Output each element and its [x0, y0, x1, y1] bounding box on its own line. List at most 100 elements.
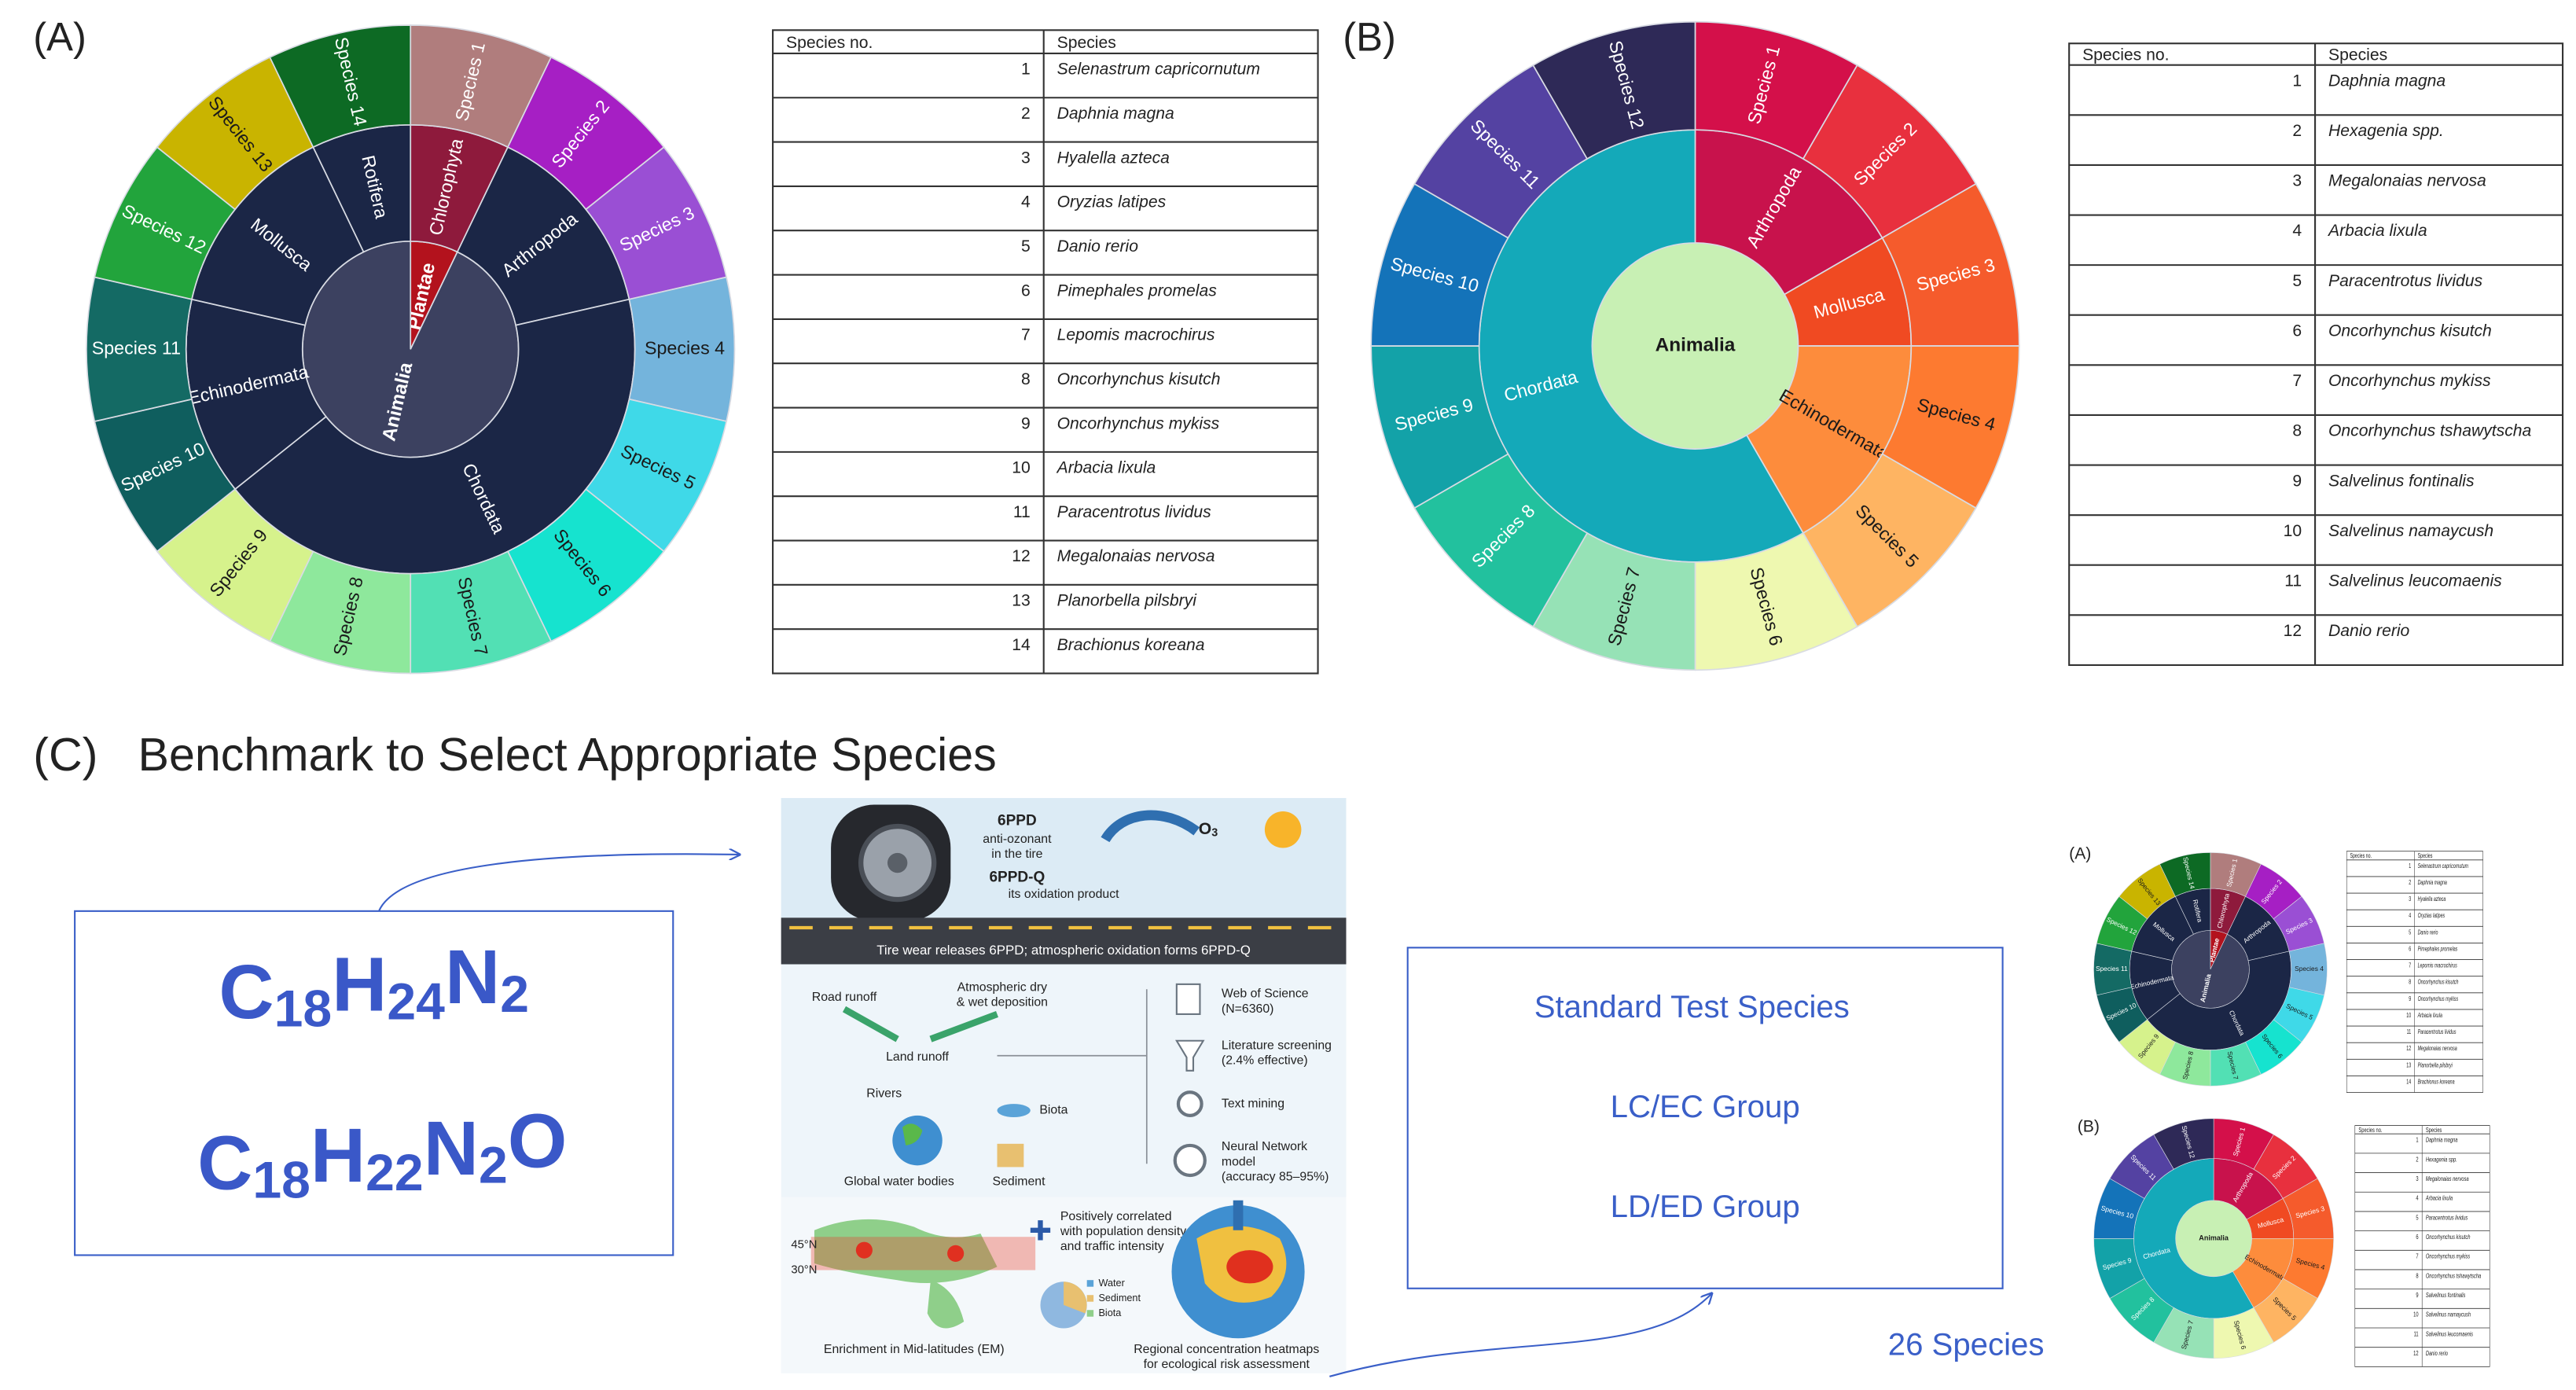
- table-cell: Hyalella azteca: [1057, 149, 1170, 167]
- thumbnail-table-a: Species no. Species 1 Selenastrum capricorn…: [2346, 851, 2483, 1093]
- arrow: [378, 854, 740, 912]
- table-cell: 11: [2284, 572, 2302, 590]
- table-cell: Salvelinus leucomaenis: [2328, 572, 2502, 590]
- abstract-text: anti-ozonant: [983, 833, 1052, 846]
- abstract-text: Road runoff: [812, 991, 877, 1004]
- table-cell: 6: [2416, 1234, 2418, 1241]
- table-cell: 2: [1021, 105, 1031, 123]
- table-cell: Daphnia magna: [2426, 1137, 2458, 1144]
- table-cell: Pimephales promelas: [1057, 281, 1218, 300]
- thumbnail-label: (B): [2078, 1117, 2100, 1135]
- sediment-icon: [997, 1143, 1024, 1168]
- table-cell: 1: [2416, 1137, 2418, 1144]
- table-cell: 14: [2406, 1079, 2411, 1086]
- table-cell: 3: [2292, 172, 2302, 190]
- table-cell: 5: [1021, 237, 1031, 256]
- formula: C18H22N2O: [197, 1098, 567, 1210]
- table-cell: Oryzias latipes: [2418, 913, 2446, 919]
- table-cell: 9: [2292, 472, 2302, 490]
- heatmap-hotspot: [1226, 1250, 1273, 1284]
- table-cell: 4: [1021, 193, 1031, 211]
- abstract-text: & wet deposition: [957, 995, 1048, 1009]
- table-cell: 12: [2413, 1350, 2418, 1357]
- table-cell: Salvelinus leucomaenis: [2426, 1330, 2474, 1337]
- table-border: [772, 29, 1319, 675]
- table-cell: 14: [1012, 636, 1031, 654]
- abstract-text: Biota: [1039, 1104, 1068, 1117]
- globe-land: [902, 1123, 923, 1145]
- table-cell: 8: [2292, 422, 2302, 440]
- legend-swatch: [1086, 1295, 1094, 1302]
- abstract-text: and traffic intensity: [1060, 1240, 1164, 1253]
- icon: [1176, 1090, 1203, 1118]
- table-cell: Arbacia lixula: [2417, 1013, 2442, 1019]
- hotspot: [855, 1241, 873, 1259]
- section-title: Benchmark to Select Appropriate Species: [138, 728, 996, 781]
- table-cell: Lepomis macrochirus: [1057, 326, 1215, 344]
- thumbnail-table-b: Species no. Species 1 Daphnia magna 2 Hexagen…: [2354, 1125, 2490, 1367]
- table-cell: 6: [2292, 322, 2302, 340]
- latitude: 30°N: [791, 1263, 817, 1276]
- table-cell: Brachionus koreana: [1057, 636, 1205, 654]
- table-header: Species: [2418, 853, 2433, 859]
- table-cell: Megalonaias nervosa: [2328, 172, 2486, 190]
- table-cell: 1: [2292, 72, 2302, 90]
- plus: [1030, 1220, 1051, 1241]
- hub: [887, 852, 908, 873]
- oxidation-arrow: [1101, 810, 1200, 843]
- fish: [997, 1104, 1031, 1118]
- table-cell: Selenastrum capricornutum: [2418, 863, 2469, 870]
- table-cell: 11: [2414, 1330, 2419, 1337]
- abstract-text: O3: [1199, 820, 1218, 840]
- table-cell: 2: [2416, 1156, 2418, 1163]
- table-cell: 8: [1021, 370, 1031, 388]
- table-cell: 8: [2409, 980, 2411, 986]
- table-cell: Arbacia lixula: [1056, 459, 1156, 477]
- table-cell: 12: [2406, 1046, 2411, 1052]
- table-header: Species no.: [2358, 1127, 2382, 1134]
- road-caption: Tire wear releases 6PPD; atmospheric oxi…: [876, 943, 1251, 958]
- table-cell: Oncorhynchus kisutch: [1057, 370, 1221, 388]
- icon: [1174, 1039, 1205, 1072]
- table-cell: Oncorhynchus tshawytscha: [2426, 1272, 2481, 1279]
- table-cell: Danio rerio: [1057, 237, 1139, 256]
- group-label: LC/EC Group: [1611, 1089, 1800, 1124]
- table-cell: Salvelinus namaycush: [2328, 522, 2493, 540]
- table-cell: Hyalella azteca: [2418, 896, 2446, 903]
- abstract-text: with population density: [1060, 1225, 1186, 1238]
- table-cell: 9: [1021, 414, 1031, 432]
- table-cell: 3: [2409, 896, 2411, 903]
- table-cell: Salvelinus fontinalis: [2328, 472, 2475, 490]
- table-cell: Selenastrum capricornutum: [1057, 61, 1260, 79]
- abstract-text: (accuracy 85–95%): [1222, 1170, 1329, 1183]
- table-cell: Megalonaias nervosa: [2418, 1046, 2457, 1052]
- abstract-text: Positively correlated: [1060, 1210, 1172, 1223]
- table-cell: 4: [2409, 913, 2411, 919]
- sunburst-segment: [2153, 1118, 2214, 1170]
- legend-label: Water: [1098, 1278, 1125, 1289]
- table-cell: 2: [2292, 122, 2302, 140]
- table-cell: 8: [2416, 1272, 2418, 1279]
- table-cell: 12: [1012, 547, 1031, 565]
- table-cell: 5: [2416, 1214, 2418, 1221]
- table-cell: 7: [2292, 372, 2302, 390]
- table-cell: Salvelinus namaycush: [2426, 1311, 2471, 1318]
- table-cell: 5: [2409, 929, 2411, 936]
- table-cell: Megalonaias nervosa: [2426, 1175, 2469, 1182]
- group-label: Standard Test Species: [1534, 989, 1850, 1024]
- sunburst-segment: [2171, 930, 2250, 1009]
- table-cell: Pimephales promelas: [2418, 947, 2458, 953]
- table-header: Species: [2426, 1127, 2442, 1134]
- segment-label: Species 11: [2096, 965, 2128, 973]
- table-cell: 9: [2416, 1292, 2418, 1299]
- table-cell: Lepomis macrochirus: [2418, 963, 2458, 969]
- table-cell: Oncorhynchus mykiss: [1057, 414, 1220, 432]
- flow-arrow: [842, 1006, 999, 1042]
- abstract-text: (N=6360): [1222, 1002, 1274, 1016]
- table-cell: 4: [2292, 222, 2302, 240]
- table-cell: 2: [2409, 880, 2411, 886]
- table-cell: 6: [2409, 947, 2411, 953]
- segment-label: Animalia: [2199, 1234, 2229, 1242]
